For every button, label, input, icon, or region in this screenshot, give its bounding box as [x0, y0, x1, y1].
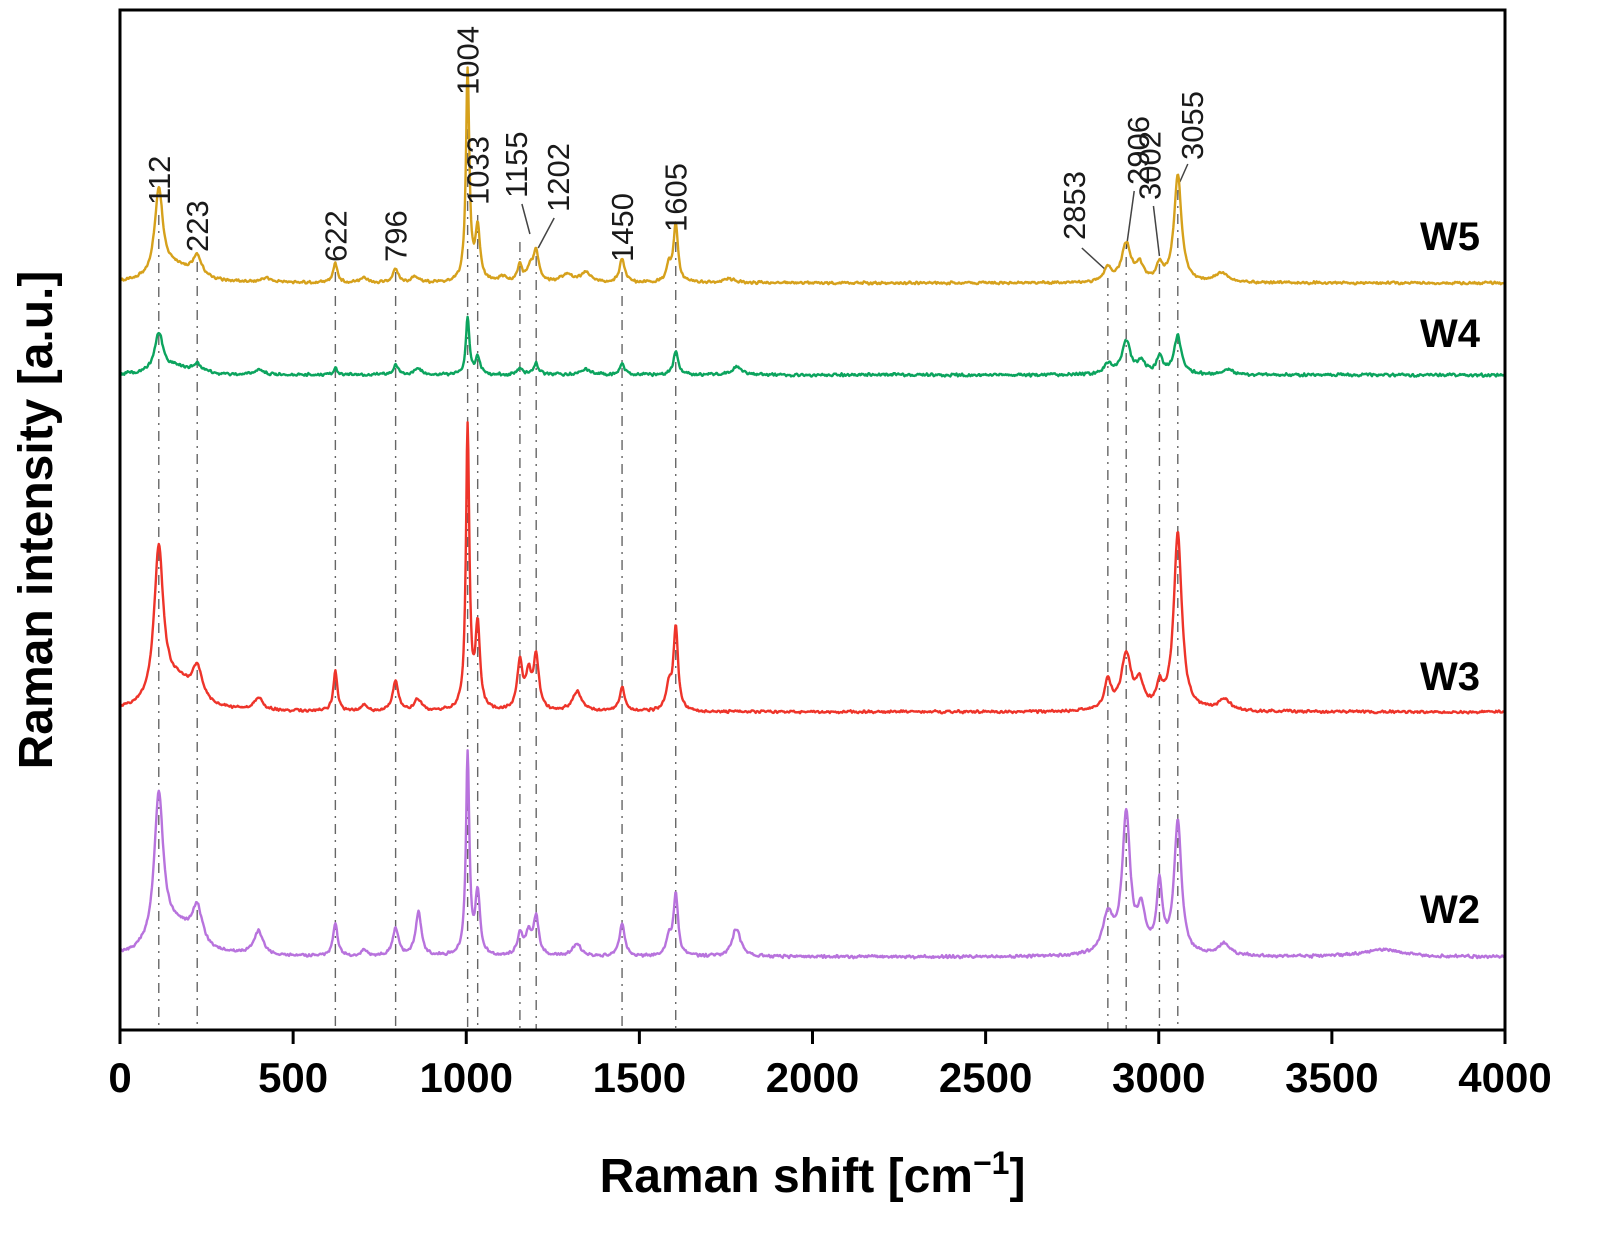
- x-axis-title: Raman shift [cm−1]: [600, 1145, 1026, 1203]
- annotation-leader-3002: [1152, 205, 1161, 257]
- peak-annotation-1605: 1605: [659, 163, 694, 232]
- series-label-W5: W5: [1420, 215, 1480, 259]
- x-axis-tick-label-2500: 2500: [939, 1054, 1032, 1101]
- peak-annotation-2853: 2853: [1057, 171, 1092, 240]
- peak-annotation-2906: 2906: [1121, 116, 1156, 185]
- annotation-leader-1155: [521, 203, 531, 235]
- y-axis-title: Raman intensity [a.u.]: [10, 271, 63, 770]
- peak-annotation-3002: 3002: [1132, 131, 1167, 200]
- annotation-leader-2853: [1081, 247, 1107, 271]
- series-curve-W2: [118, 749, 1507, 960]
- annotation-leader-3055: [1179, 163, 1189, 183]
- peak-annotation-796: 796: [379, 210, 414, 262]
- series-curve-W3: [118, 421, 1507, 715]
- annotation-leader-2906: [1125, 190, 1135, 250]
- series-label-W2: W2: [1420, 888, 1480, 932]
- peak-annotation-3055: 3055: [1175, 91, 1210, 160]
- x-axis-tick-label-3000: 3000: [1112, 1054, 1205, 1101]
- x-axis-tick-label-500: 500: [258, 1054, 328, 1101]
- series-curve-W4: [118, 315, 1507, 378]
- peak-annotation-1033: 1033: [461, 136, 496, 205]
- annotation-leader-1202: [537, 217, 555, 249]
- peak-annotation-1155: 1155: [499, 131, 534, 198]
- peak-annotation-112: 112: [142, 156, 177, 205]
- x-axis-tick-label-1000: 1000: [420, 1054, 513, 1101]
- series-label-W4: W4: [1420, 312, 1481, 356]
- peak-annotation-622: 622: [318, 210, 353, 262]
- peak-annotation-1450: 1450: [605, 193, 640, 262]
- peak-annotation-1202: 1202: [541, 143, 576, 212]
- peak-annotation-1004: 1004: [451, 26, 486, 95]
- x-axis-tick-label-1500: 1500: [593, 1054, 686, 1101]
- peak-annotation-223: 223: [180, 200, 215, 252]
- x-axis-tick-label-4000: 4000: [1458, 1054, 1551, 1101]
- series-curve-W5: [118, 66, 1507, 286]
- x-axis-tick-label-0: 0: [108, 1054, 131, 1101]
- x-axis-tick-label-3500: 3500: [1285, 1054, 1378, 1101]
- series-label-W3: W3: [1420, 655, 1480, 699]
- x-axis-tick-label-2000: 2000: [766, 1054, 859, 1101]
